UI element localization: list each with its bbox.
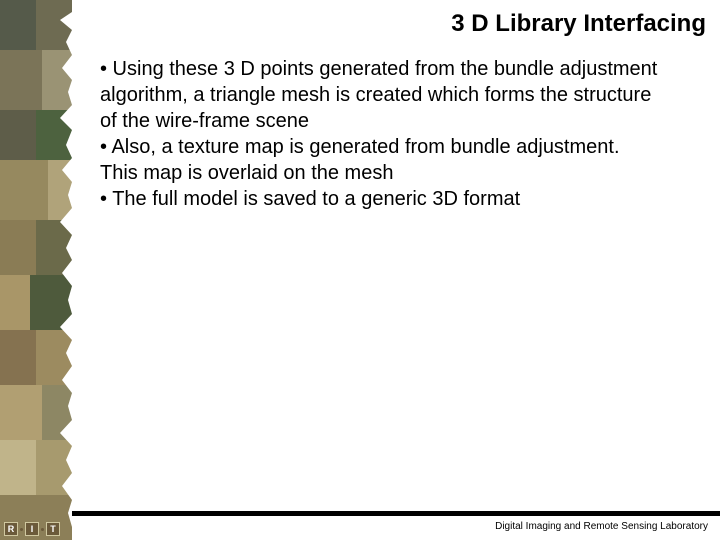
logo-letter-r: R: [4, 522, 18, 536]
aerial-texture: [0, 0, 72, 540]
logo-dot-icon: [41, 528, 44, 531]
footer-rule: [72, 511, 720, 516]
bullet-3: • The full model is saved to a generic 3…: [100, 186, 660, 212]
slide-body: • Using these 3 D points generated from …: [100, 56, 660, 212]
logo-dot-icon: [20, 528, 23, 531]
content-area: 3 D Library Interfacing • Using these 3 …: [72, 0, 720, 540]
bullet-2: • Also, a texture map is generated from …: [100, 134, 660, 186]
sidebar-aerial-image: [0, 0, 72, 540]
rit-logo: R I T: [4, 520, 60, 538]
slide-title: 3 D Library Interfacing: [451, 10, 706, 38]
logo-letter-i: I: [25, 522, 39, 536]
logo-letter-t: T: [46, 522, 60, 536]
bullet-1: • Using these 3 D points generated from …: [100, 56, 660, 134]
footer-text: Digital Imaging and Remote Sensing Labor…: [495, 521, 708, 532]
